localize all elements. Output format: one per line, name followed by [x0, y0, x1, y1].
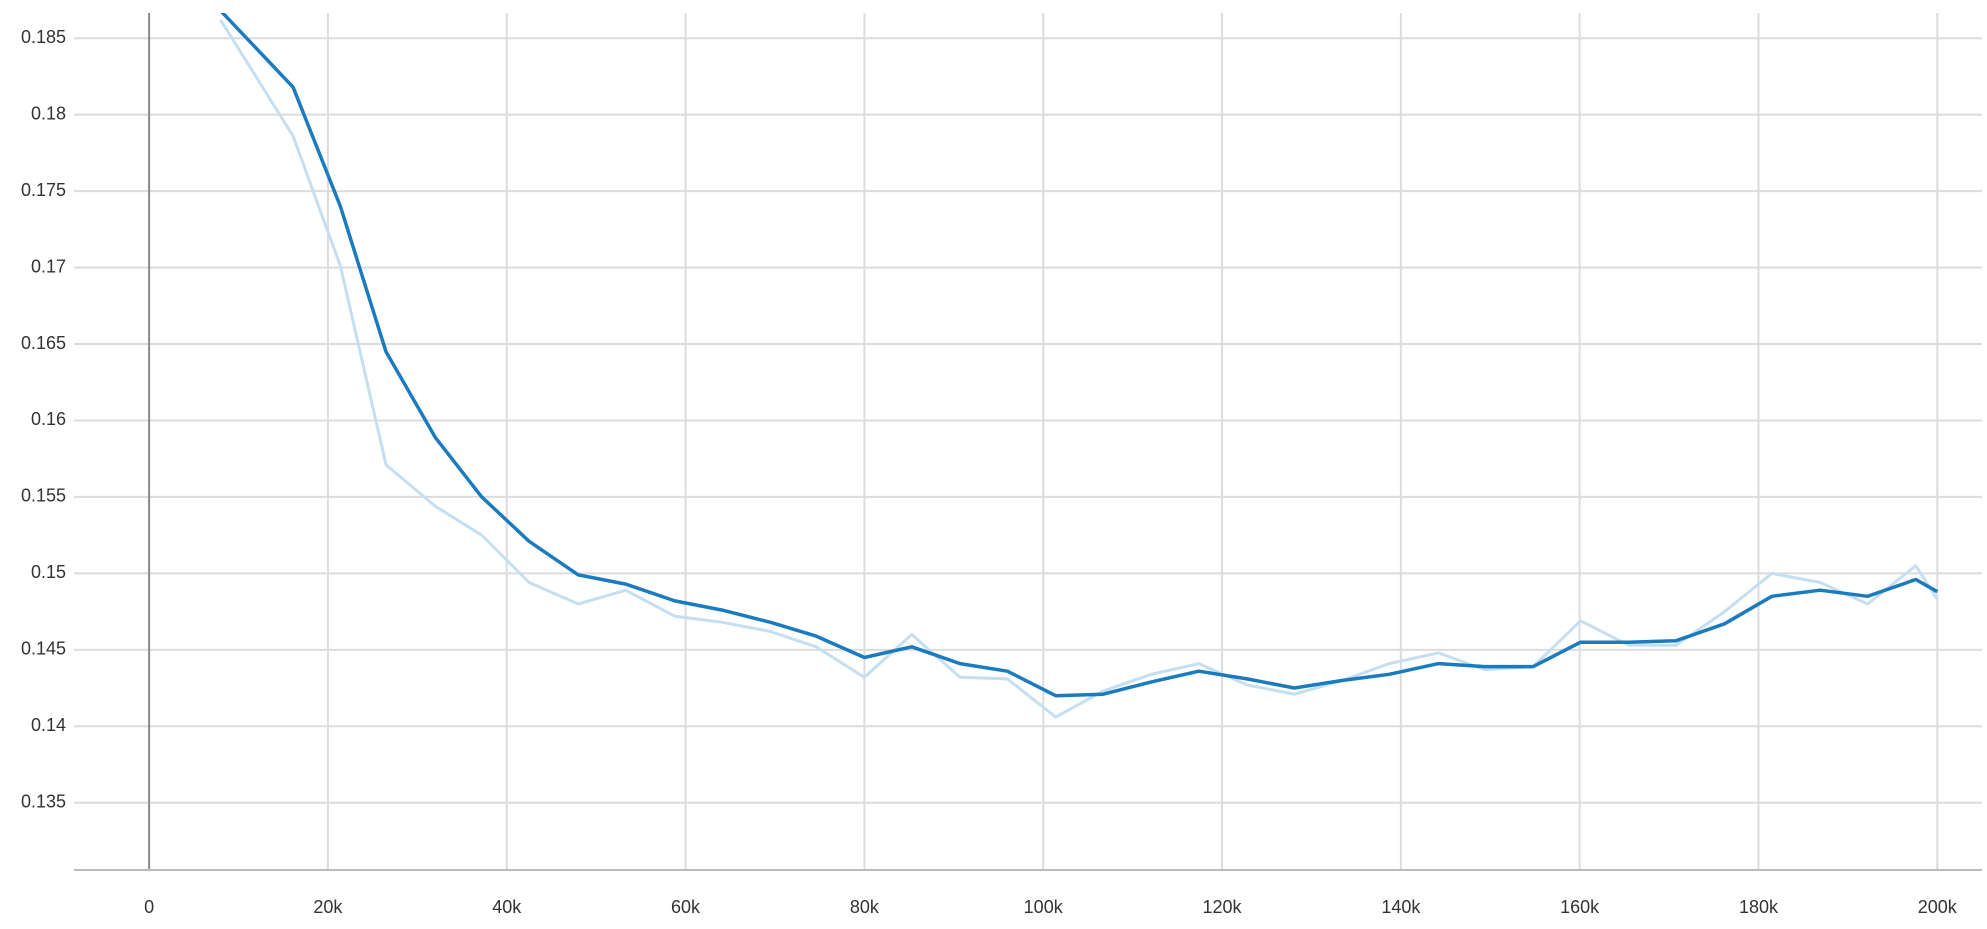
x-tick-label: 200k	[1918, 897, 1958, 917]
axis-labels: 0.135 0.14 0.145 0.15 0.155 0.16 0.165 0.17 0.17…	[21, 27, 1958, 917]
x-tick-label: 0	[144, 897, 154, 917]
y-tick-label: 0.16	[31, 409, 66, 429]
x-tick-label: 60k	[671, 897, 701, 917]
x-tick-label: 180k	[1739, 897, 1779, 917]
y-tick-label: 0.15	[31, 562, 66, 582]
series-line	[220, 13, 1939, 698]
series-line	[219, 19, 1939, 719]
y-tick-label: 0.155	[21, 486, 66, 506]
grid	[74, 13, 1982, 871]
x-tick-label: 20k	[313, 897, 343, 917]
x-tick-label: 120k	[1202, 897, 1242, 917]
x-tick-label: 40k	[492, 897, 522, 917]
y-tick-label: 0.14	[31, 715, 66, 735]
x-tick-label: 160k	[1560, 897, 1600, 917]
y-tick-label: 0.175	[21, 180, 66, 200]
y-tick-label: 0.135	[21, 791, 66, 811]
plot-area	[219, 13, 1939, 719]
y-tick-label: 0.18	[31, 103, 66, 123]
y-tick-label: 0.165	[21, 333, 66, 353]
y-tick-label: 0.145	[21, 639, 66, 659]
y-tick-label: 0.17	[31, 256, 66, 276]
x-tick-label: 80k	[850, 897, 880, 917]
x-tick-label: 100k	[1024, 897, 1064, 917]
y-tick-label: 0.185	[21, 27, 66, 47]
x-tick-label: 140k	[1381, 897, 1421, 917]
